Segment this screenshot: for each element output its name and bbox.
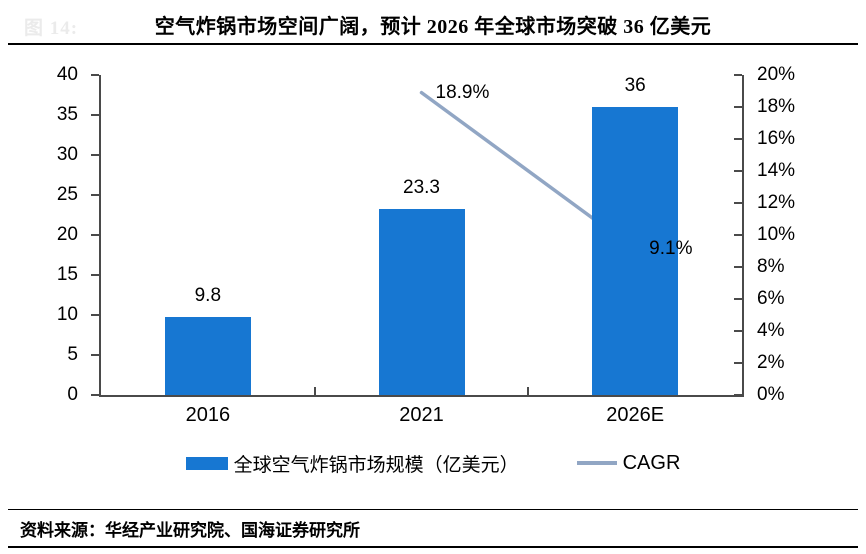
x-axis-tick xyxy=(313,387,316,395)
y-axis-right-tick xyxy=(734,298,742,300)
y-axis-right-tick xyxy=(734,170,742,172)
bar-2026E xyxy=(592,107,679,395)
y-axis-left-tick xyxy=(91,274,99,276)
y-axis-left-tick xyxy=(91,114,99,116)
bar-2016 xyxy=(164,316,251,395)
chart-title: 空气炸锅市场空间广阔，预计 2026 年全球市场突破 36 亿美元 xyxy=(154,16,712,38)
bar-value-label-2026E: 36 xyxy=(624,75,646,96)
title-divider-rule xyxy=(8,43,858,45)
y-axis-left xyxy=(99,75,101,395)
y-axis-right-tick xyxy=(734,138,742,140)
x-axis xyxy=(99,395,744,397)
y-axis-left-tick xyxy=(91,154,99,156)
figure-number-watermark: 图 14: xyxy=(24,18,79,39)
y-axis-right-tick xyxy=(734,202,742,204)
legend-item-cagr: CAGR xyxy=(576,451,681,475)
source-note: 资料来源：华经产业研究院、国海证券研究所 xyxy=(20,521,360,540)
y-tick-label-right: 16% xyxy=(757,128,796,149)
bar-value-label-2016: 9.8 xyxy=(194,284,222,306)
line-series-swatch-icon xyxy=(576,461,617,465)
y-tick-label-left: 10 xyxy=(56,304,78,325)
y-tick-label-left: 30 xyxy=(56,144,78,165)
bar-value-label-2021: 23.3 xyxy=(403,176,440,198)
footer-divider-rule xyxy=(8,509,858,510)
y-tick-label-left: 0 xyxy=(67,384,78,405)
y-axis-left-tick xyxy=(91,314,99,316)
y-axis-right-tick xyxy=(734,362,742,364)
y-axis-left-tick xyxy=(91,234,99,236)
y-axis-left-tick xyxy=(91,194,99,196)
y-tick-label-left: 35 xyxy=(56,104,78,125)
y-tick-label-right: 8% xyxy=(757,256,785,277)
y-axis-right xyxy=(742,75,744,395)
y-axis-right-tick xyxy=(734,266,742,268)
cagr-point-label: 18.9% xyxy=(435,81,490,103)
y-axis-left-tick xyxy=(91,394,99,396)
y-axis-right-tick xyxy=(734,106,742,108)
y-tick-label-right: 10% xyxy=(757,224,796,245)
bar-series-swatch-icon xyxy=(185,456,228,470)
legend: 全球空气炸锅市场规模（亿美元） CAGR xyxy=(0,448,866,478)
x-tick-label-2026E: 2026E xyxy=(606,404,665,426)
y-tick-label-right: 4% xyxy=(757,320,785,341)
y-tick-label-right: 12% xyxy=(757,192,796,213)
y-tick-label-left: 15 xyxy=(56,264,78,285)
y-tick-label-left: 25 xyxy=(56,184,78,205)
x-tick-label-2021: 2021 xyxy=(399,404,444,426)
y-axis-right-tick xyxy=(734,330,742,332)
y-tick-label-right: 14% xyxy=(757,160,796,181)
y-tick-label-left: 40 xyxy=(56,64,78,85)
bottom-border-rule xyxy=(8,546,858,548)
x-tick-label-2016: 2016 xyxy=(185,404,231,426)
bar-2021 xyxy=(378,208,465,395)
y-axis-left-tick xyxy=(91,74,99,76)
x-axis-tick xyxy=(527,387,530,395)
y-axis-left-tick xyxy=(91,354,99,356)
y-tick-label-right: 6% xyxy=(757,288,785,309)
y-axis-right-tick xyxy=(734,234,742,236)
y-tick-label-right: 2% xyxy=(757,352,785,373)
y-tick-label-right: 20% xyxy=(757,64,796,85)
line-series-label: CAGR xyxy=(622,451,681,474)
y-tick-label-left: 20 xyxy=(56,224,78,245)
legend-item-market-size: 全球空气炸锅市场规模（亿美元） xyxy=(185,450,519,477)
y-axis-right-tick xyxy=(734,394,742,396)
bar-series-label: 全球空气炸锅市场规模（亿美元） xyxy=(233,454,519,476)
y-tick-label-right: 18% xyxy=(757,96,796,117)
y-tick-label-right: 0% xyxy=(757,384,785,405)
cagr-point-label: 9.1% xyxy=(649,238,693,260)
y-axis-right-tick xyxy=(734,74,742,76)
y-tick-label-left: 5 xyxy=(67,344,78,365)
